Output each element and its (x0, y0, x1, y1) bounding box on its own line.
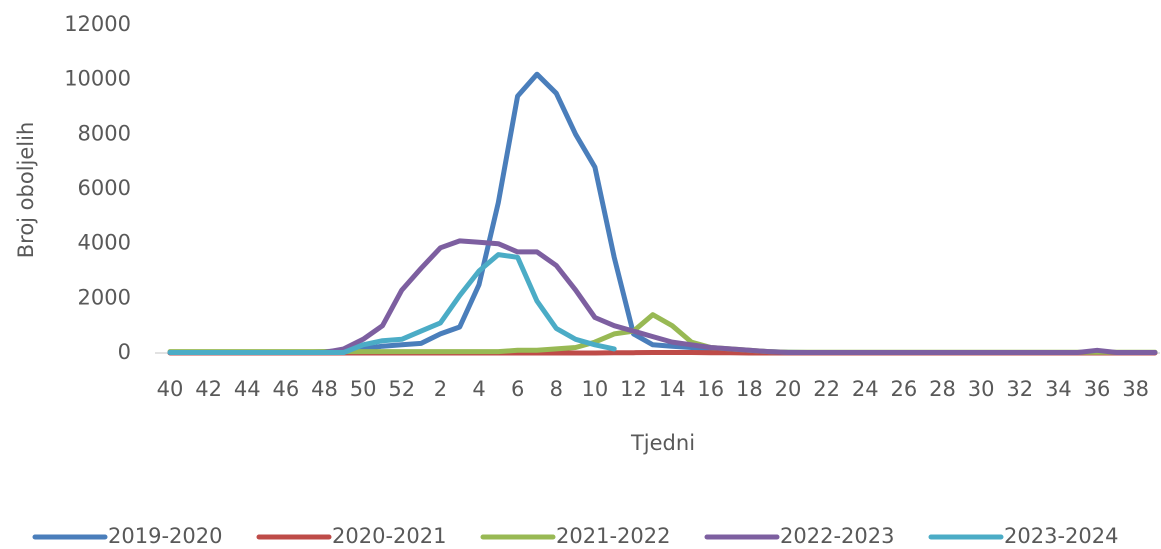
x-tick-label: 28 (929, 377, 956, 401)
x-tick-label: 12 (620, 377, 647, 401)
x-tick-label: 16 (697, 377, 724, 401)
series-line (167, 71, 1158, 356)
legend-label: 2021-2022 (556, 524, 670, 548)
y-tick-label: 8000 (78, 121, 131, 145)
x-tick-label: 46 (273, 377, 300, 401)
x-axis-title: Tjedni (630, 431, 695, 455)
x-tick-label: 6 (511, 377, 524, 401)
y-tick-label: 0 (118, 340, 131, 364)
legend-label: 2019-2020 (108, 524, 222, 548)
x-tick-label: 2 (434, 377, 447, 401)
x-tick-label: 30 (968, 377, 995, 401)
x-tick-label: 48 (311, 377, 338, 401)
x-tick-label: 38 (1122, 377, 1149, 401)
y-tick-label: 6000 (78, 176, 131, 200)
y-tick-label: 10000 (64, 67, 131, 91)
x-tick-label: 8 (550, 377, 563, 401)
legend-label: 2020-2021 (332, 524, 446, 548)
x-tick-label: 24 (852, 377, 879, 401)
x-tick-label: 4 (472, 377, 485, 401)
series-line (167, 238, 1158, 355)
x-tick-label: 14 (659, 377, 686, 401)
x-tick-label: 44 (234, 377, 261, 401)
x-tick-label: 18 (736, 377, 763, 401)
y-tick-label: 2000 (78, 285, 131, 309)
x-tick-label: 50 (350, 377, 377, 401)
x-tick-label: 40 (157, 377, 184, 401)
x-tick-label: 32 (1006, 377, 1033, 401)
x-tick-label: 34 (1045, 377, 1072, 401)
y-tick-label: 4000 (78, 231, 131, 255)
x-tick-label: 20 (775, 377, 802, 401)
legend-label: 2023-2024 (1004, 524, 1118, 548)
x-tick-label: 36 (1084, 377, 1111, 401)
x-tick-label: 52 (388, 377, 415, 401)
x-tick-label: 42 (195, 377, 222, 401)
x-tick-label: 10 (582, 377, 609, 401)
series-line (167, 252, 617, 355)
y-axis-title: Broj oboljelih (14, 122, 38, 259)
y-tick-label: 12000 (64, 12, 131, 36)
legend-label: 2022-2023 (780, 524, 894, 548)
x-tick-label: 22 (813, 377, 840, 401)
x-tick-label: 26 (891, 377, 918, 401)
